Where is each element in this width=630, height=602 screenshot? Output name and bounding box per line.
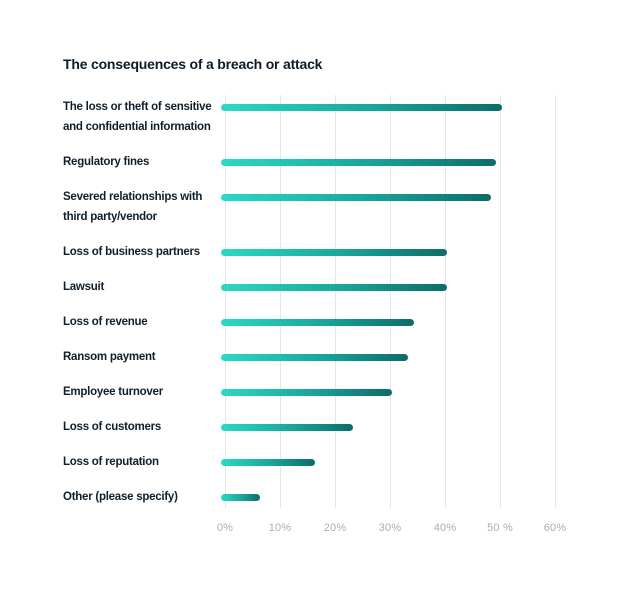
- bar: [221, 424, 353, 431]
- bar-track: [221, 389, 551, 396]
- bar: [221, 459, 315, 466]
- bar-track: [221, 459, 551, 466]
- gridline: [445, 95, 446, 508]
- chart-row: Severed relationships with third party/ve…: [63, 187, 573, 227]
- category-label: Loss of revenue: [63, 312, 221, 332]
- bar-track: [221, 319, 551, 326]
- bar: [221, 284, 447, 291]
- category-label-line: Employee turnover: [63, 386, 163, 398]
- category-label-line: Regulatory fines: [63, 156, 150, 168]
- category-label-line: Ransom payment: [63, 351, 156, 363]
- category-label: Other (please specify): [63, 487, 221, 507]
- category-label: The loss or theft of sensitive and confid…: [63, 97, 221, 137]
- chart-row: Loss of customers: [63, 417, 573, 437]
- category-label: Regulatory fines: [63, 152, 221, 172]
- category-label: Employee turnover: [63, 382, 221, 402]
- category-label-line: Other (please specify): [63, 491, 178, 503]
- chart-row: Employee turnover: [63, 382, 573, 402]
- bar: [221, 389, 392, 396]
- gridline: [225, 95, 226, 508]
- bar: [221, 194, 491, 201]
- bar: [221, 354, 408, 361]
- category-label-line: Loss of reputation: [63, 456, 159, 468]
- chart-body: The loss or theft of sensitive and confid…: [63, 95, 573, 538]
- x-tick-label: 50 %: [487, 522, 513, 534]
- chart-row: Ransom payment: [63, 347, 573, 367]
- gridline: [500, 95, 501, 508]
- chart-row: The loss or theft of sensitive and confid…: [63, 97, 573, 137]
- x-axis: 0% 10% 20% 30% 40% 50 % 60%: [217, 522, 566, 538]
- bar: [221, 104, 502, 111]
- bar-track: [221, 194, 551, 201]
- bar-track: [221, 494, 551, 501]
- gridline: [390, 95, 391, 508]
- chart-row: Loss of business partners: [63, 242, 573, 262]
- x-tick-label: 30%: [378, 522, 402, 534]
- chart-row: Loss of revenue: [63, 312, 573, 332]
- gridline: [555, 95, 556, 508]
- bar-track: [221, 159, 551, 166]
- bar-track: [221, 104, 551, 111]
- category-label-line: and confidential information: [63, 121, 211, 133]
- category-label: Ransom payment: [63, 347, 221, 367]
- bar: [221, 319, 414, 326]
- bar-track: [221, 249, 551, 256]
- gridline: [335, 95, 336, 508]
- bar-track: [221, 424, 551, 431]
- category-label: Loss of business partners: [63, 242, 221, 262]
- chart-row: Regulatory fines: [63, 152, 573, 172]
- chart-row: Lawsuit: [63, 277, 573, 297]
- x-tick-label: 60%: [543, 522, 567, 534]
- bar: [221, 159, 496, 166]
- category-label: Loss of reputation: [63, 452, 221, 472]
- gridline: [280, 95, 281, 508]
- bar-track: [221, 284, 551, 291]
- category-label-line: Loss of customers: [63, 421, 161, 433]
- bar: [221, 494, 260, 501]
- category-label-line: Lawsuit: [63, 281, 105, 293]
- chart-title: The consequences of a breach or attack: [63, 56, 323, 72]
- x-tick-label: 10%: [268, 522, 292, 534]
- rows-container: The loss or theft of sensitive and confid…: [63, 97, 573, 507]
- category-label-line: third party/vendor: [63, 211, 157, 223]
- chart-row: Loss of reputation: [63, 452, 573, 472]
- category-label: Severed relationships with third party/ve…: [63, 187, 221, 227]
- category-label: Lawsuit: [63, 277, 221, 297]
- category-label-line: Severed relationships with: [63, 191, 203, 203]
- x-tick-label: 0%: [216, 522, 234, 534]
- category-label: Loss of customers: [63, 417, 221, 437]
- bar: [221, 249, 447, 256]
- bar-track: [221, 354, 551, 361]
- category-label-line: Loss of business partners: [63, 246, 200, 258]
- x-tick-label: 40%: [433, 522, 457, 534]
- chart-row: Other (please specify): [63, 487, 573, 507]
- x-tick-label: 20%: [323, 522, 347, 534]
- grid-layer: [225, 95, 556, 508]
- category-label-line: The loss or theft of sensitive: [63, 101, 212, 113]
- category-label-line: Loss of revenue: [63, 316, 148, 328]
